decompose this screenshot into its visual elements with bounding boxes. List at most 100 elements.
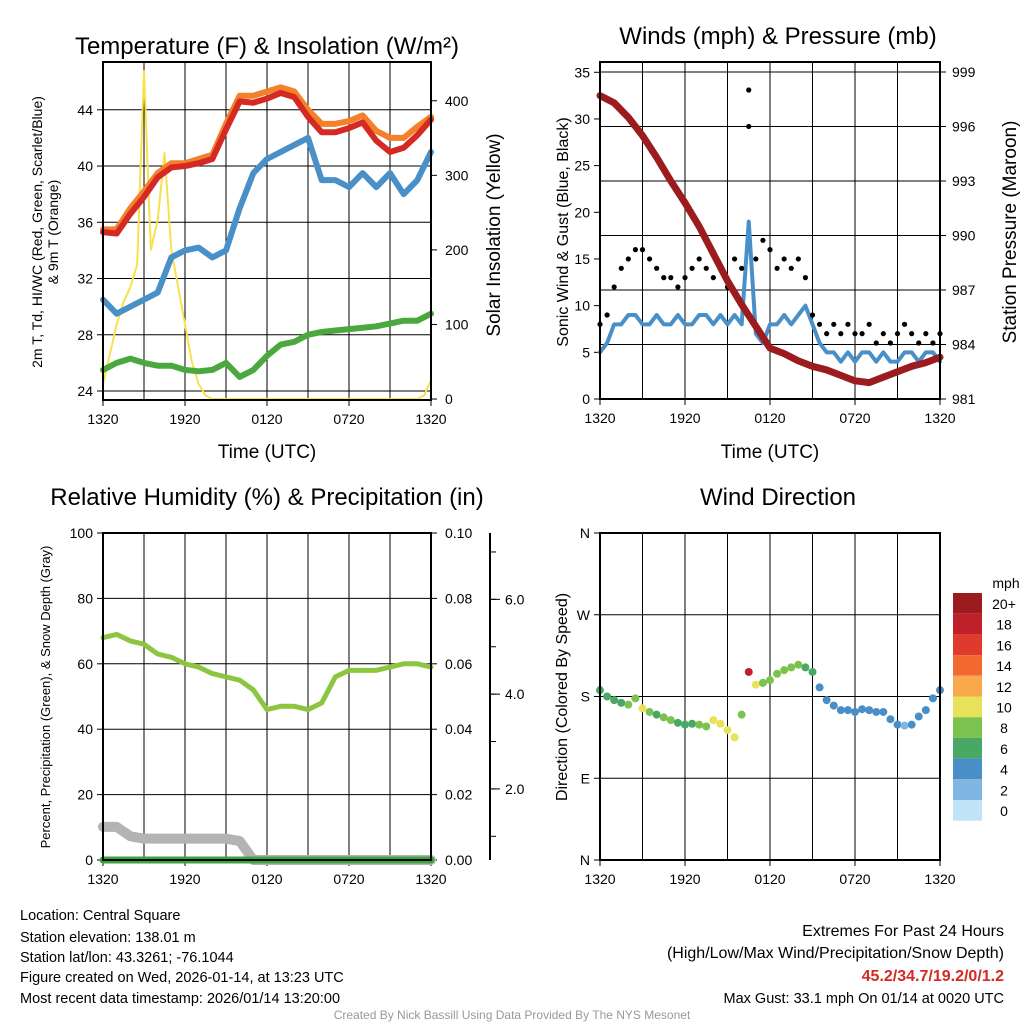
gust-point bbox=[852, 331, 858, 337]
winddir-point bbox=[610, 696, 619, 705]
rh-ytick-label: 100 bbox=[70, 525, 94, 541]
snow-tick-label: 2.0 bbox=[505, 781, 525, 797]
wind-ytick-label: 0 bbox=[582, 391, 590, 407]
colorbar-swatch bbox=[953, 613, 982, 635]
gust-point bbox=[866, 321, 872, 327]
winddir-point bbox=[780, 666, 789, 675]
rh-xtick-label: 1320 bbox=[415, 871, 446, 887]
credit-line: Created By Nick Bassill Using Data Provi… bbox=[334, 1008, 691, 1022]
temp-ytick-label: 200 bbox=[445, 242, 469, 258]
gust-point bbox=[774, 265, 780, 271]
wind-ytick-label: 987 bbox=[952, 282, 976, 298]
wind-xtick-label: 0120 bbox=[754, 410, 785, 426]
colorbar-label: 4 bbox=[1000, 762, 1008, 778]
wind-xtick-label: 1920 bbox=[669, 410, 700, 426]
gust-point bbox=[632, 247, 639, 253]
winddir-point bbox=[815, 683, 824, 692]
wind-ytick-label: 5 bbox=[582, 344, 590, 360]
wind-ytick-label: 993 bbox=[952, 173, 976, 189]
gust-point bbox=[625, 256, 631, 262]
colorbar-swatch bbox=[953, 758, 982, 780]
wind-ytick-label: 990 bbox=[952, 227, 976, 243]
rh-plot-frame bbox=[102, 532, 432, 861]
wind-ytick-label: 30 bbox=[574, 111, 590, 127]
winddir-point bbox=[751, 680, 760, 689]
winddir-point bbox=[907, 720, 916, 729]
extremes-values: 45.2/34.7/19.2/0/1.2 bbox=[862, 968, 1004, 985]
winddir-point bbox=[603, 692, 612, 701]
winddir-point bbox=[730, 733, 739, 742]
snow-tick-label: 6.0 bbox=[505, 591, 525, 607]
gust-point bbox=[859, 331, 865, 337]
colorbar-label: 12 bbox=[996, 679, 1012, 695]
winddir-point bbox=[645, 707, 654, 716]
winddir-ylabel: Direction (Colored By Speed) bbox=[554, 593, 571, 801]
wind-ylabel: Sonic Wind & Gust (Blue, Black) bbox=[555, 117, 572, 346]
winddir-point bbox=[702, 722, 711, 731]
wind-plot-frame bbox=[599, 61, 941, 400]
winddir-point bbox=[758, 678, 767, 687]
winddir-point bbox=[737, 710, 746, 719]
temp-ytick-label: 300 bbox=[445, 167, 469, 183]
colorbar-swatch bbox=[953, 696, 982, 718]
gust-point bbox=[923, 331, 929, 337]
gust-point bbox=[739, 265, 745, 271]
wind-title: Winds (mph) & Pressure (mb) bbox=[619, 23, 936, 50]
series-hiwc-line bbox=[100, 310, 434, 380]
gust-point bbox=[916, 340, 922, 346]
winddir-point bbox=[666, 716, 675, 725]
footer-elevation: Station elevation: 138.01 m bbox=[20, 930, 196, 946]
winddir-point bbox=[879, 707, 888, 716]
gust-point bbox=[880, 331, 886, 337]
wind-xtick-label: 0720 bbox=[839, 410, 870, 426]
gust-point bbox=[781, 256, 787, 262]
footer-created: Figure created on Wed, 2026-01-14, at 13… bbox=[20, 970, 344, 986]
colorbar-swatch bbox=[953, 717, 982, 738]
colorbar-swatch bbox=[953, 675, 982, 697]
gust-point bbox=[703, 265, 709, 271]
rh-xtick-label: 1320 bbox=[87, 871, 118, 887]
snow-tick-label: 4.0 bbox=[505, 686, 525, 702]
winddir-point bbox=[659, 713, 668, 722]
winddir-point bbox=[744, 667, 753, 676]
rh-xtick-label: 0720 bbox=[333, 871, 364, 887]
rh-xtick-label: 1920 bbox=[169, 871, 200, 887]
colorbar-swatch bbox=[953, 737, 982, 759]
rh-ytick-label: 0.06 bbox=[445, 656, 472, 672]
winddir-xtick-label: 1320 bbox=[584, 871, 615, 887]
winddir-point bbox=[900, 721, 909, 730]
colorbar-label: 6 bbox=[1000, 741, 1008, 757]
temp-ytick-label: 36 bbox=[77, 214, 93, 230]
rh-ytick-label: 0.00 bbox=[445, 852, 472, 868]
gust-point bbox=[802, 275, 809, 281]
winddir-ytick-label: E bbox=[581, 770, 590, 786]
gust-point bbox=[838, 331, 844, 337]
winddir-plot-frame bbox=[599, 532, 941, 861]
winddir-point bbox=[822, 696, 831, 705]
series-dewpoint-line bbox=[100, 134, 434, 317]
colorbar-swatch bbox=[953, 800, 982, 821]
winddir-point bbox=[872, 707, 881, 716]
gust-point bbox=[788, 265, 794, 271]
winddir-title: Wind Direction bbox=[700, 484, 856, 511]
extremes-desc: (High/Low/Max Wind/Precipitation/Snow De… bbox=[667, 945, 1004, 962]
gust-point bbox=[760, 237, 766, 243]
winddir-xtick-label: 0720 bbox=[839, 871, 870, 887]
wind-ylabel-right: Station Pressure (Maroon) bbox=[1000, 121, 1021, 344]
chart-layers: 1320 1920 0120 0720 132024283236404401002003… bbox=[70, 61, 1016, 887]
colorbar-label: 8 bbox=[1000, 720, 1008, 736]
wind-ytick-label: 10 bbox=[574, 298, 590, 314]
winddir-point bbox=[695, 720, 704, 729]
rh-ytick-label: 80 bbox=[77, 590, 93, 606]
colorbar-label: 0 bbox=[1000, 803, 1008, 819]
wind-ytick-label: 984 bbox=[952, 336, 976, 352]
rh-ytick-label: 40 bbox=[77, 721, 93, 737]
winddir-point bbox=[801, 663, 810, 672]
wind-ytick-label: 996 bbox=[952, 118, 976, 134]
temp-xtick-label: 0120 bbox=[251, 411, 282, 427]
temp-ylabel-right: Solar Insolation (Yellow) bbox=[484, 133, 505, 336]
temp-xtick-label: 0720 bbox=[333, 411, 364, 427]
winddir-ytick-label: W bbox=[577, 607, 591, 623]
winddir-point bbox=[865, 706, 874, 715]
